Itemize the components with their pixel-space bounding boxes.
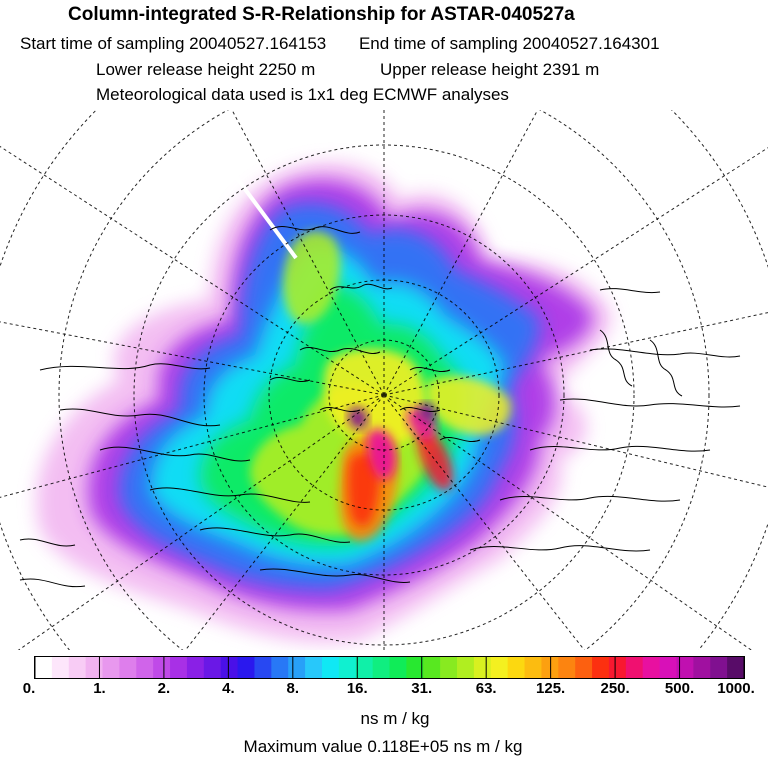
coastlines: [19, 225, 741, 588]
colorbar-tick-label: 8.: [286, 680, 300, 697]
colorbar-tick-label: 250.: [600, 680, 630, 697]
colorbar-swatch: [608, 657, 627, 678]
release-heights: Lower release height 2250 m Upper releas…: [96, 60, 768, 80]
colorbar-swatch: [220, 657, 239, 678]
colorbar-swatch: [440, 657, 458, 678]
colorbar-swatch: [119, 657, 137, 678]
colorbar-swatches: [35, 657, 745, 678]
lower-height-value: 2250 m: [258, 60, 316, 79]
colorbar-swatch: [423, 657, 441, 678]
colorbar-swatch: [288, 657, 306, 678]
colorbar-ticks: [34, 657, 745, 678]
colorbar-swatch: [170, 657, 188, 678]
colorbar-swatch: [693, 657, 711, 678]
colorbar-swatch: [153, 657, 171, 678]
maximum-value-label: Maximum value: [243, 737, 363, 756]
colorbar-tick-label: 0.: [22, 680, 36, 697]
colorbar-swatch: [406, 657, 424, 678]
colorbar-swatch: [203, 657, 222, 678]
field-layer-purple-core: [347, 407, 368, 430]
colorbar-swatch: [355, 657, 374, 678]
colorbar-swatch: [524, 657, 543, 678]
start-time-value: 20040527.164153: [189, 34, 327, 53]
upper-height-value: 2391 m: [542, 60, 600, 79]
field-layers: [36, 162, 612, 643]
colorbar-swatch: [237, 657, 256, 678]
colorbar-tick-label: 63.: [475, 680, 497, 697]
end-time-label: End time of sampling: [358, 34, 518, 53]
colorbar-tick-label: 500.: [664, 680, 695, 697]
end-time-value: 20040527.164301: [522, 34, 660, 53]
colorbar: [34, 656, 745, 679]
polar-map: [0, 110, 768, 650]
field-layer-red: [348, 452, 380, 526]
colorbar-swatch: [507, 657, 526, 678]
colorbar-tick-label: 125.: [536, 680, 566, 697]
colorbar-tick-label: 31.: [411, 680, 433, 697]
colorbar-swatch: [271, 657, 289, 678]
colorbar-units: ns m / kg: [360, 709, 430, 728]
sampling-times: Start time of sampling 20040527.164153 E…: [20, 34, 768, 54]
colorbar-swatch: [254, 657, 272, 678]
colorbar-swatch: [558, 657, 576, 678]
lower-height-label: Lower release height: [96, 60, 254, 79]
field-layer-red-east: [417, 429, 454, 491]
plot-title: Column-integrated S-R-Relationship for A…: [68, 4, 575, 25]
maximum-value-number: 0.118E+05 ns m / kg: [367, 737, 523, 756]
colorbar-swatch: [659, 657, 678, 678]
colorbar-swatch: [592, 657, 610, 678]
colorbar-swatch: [676, 657, 694, 678]
colorbar-swatch: [68, 657, 87, 678]
colorbar-tick-label: 1000.: [717, 680, 755, 697]
colorbar-swatch: [642, 657, 661, 678]
colorbar-swatch: [338, 657, 357, 678]
colorbar-tick-label: 1.: [93, 680, 106, 697]
colorbar-swatch: [372, 657, 391, 678]
colorbar-swatch: [321, 657, 340, 678]
colorbar-swatch: [625, 657, 644, 678]
colorbar-tick-label: 4.: [222, 680, 235, 697]
colorbar-swatch: [136, 657, 154, 678]
colorbar-swatch: [727, 657, 745, 678]
colorbar-swatch: [710, 657, 728, 678]
colorbar-frame: [34, 656, 745, 679]
colorbar-swatch: [186, 657, 205, 678]
graticule-parallels: [0, 110, 768, 650]
colorbar-tick-label: 2.: [157, 680, 171, 697]
field-layer-purple-core-east: [417, 402, 436, 422]
colorbar-swatch: [35, 657, 53, 678]
met-data-note: Meteorological data used is 1x1 deg ECMW…: [96, 85, 509, 104]
colorbar-swatch: [575, 657, 593, 678]
field-layer-lime-north: [283, 231, 341, 324]
colorbar-swatch: [389, 657, 407, 678]
colorbar-swatch: [473, 657, 492, 678]
colorbar-swatch: [457, 657, 475, 678]
colorbar-swatch: [102, 657, 120, 678]
colorbar-swatch: [305, 657, 323, 678]
colorbar-tick-label: 16.: [346, 680, 368, 697]
colorbar-swatch: [85, 657, 104, 678]
field-layer-magenta: [367, 428, 396, 480]
flight-track: [220, 156, 298, 260]
colorbar-swatch: [490, 657, 509, 678]
start-time-label: Start time of sampling: [20, 34, 185, 53]
maximum-value: Maximum value 0.118E+05 ns m / kg: [244, 737, 523, 757]
graticule-meridians: [0, 110, 768, 650]
upper-height-label: Upper release height: [380, 60, 538, 79]
colorbar-swatch: [51, 657, 70, 678]
